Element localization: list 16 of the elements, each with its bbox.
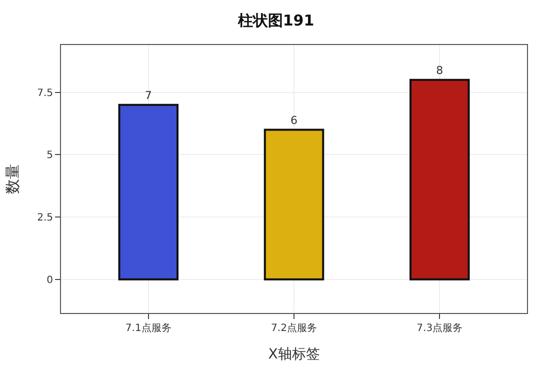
data-label: 6 [290, 114, 298, 127]
bar [118, 104, 178, 280]
x-tick-label: 7.2点服务 [271, 322, 317, 334]
bar [410, 78, 470, 280]
y-tick-label: 5 [46, 150, 53, 162]
y-axis-title: 数量 [3, 164, 22, 194]
data-label: 8 [436, 64, 444, 77]
data-label: 7 [144, 88, 152, 102]
x-tick-label: 7.3点服务 [416, 322, 463, 334]
y-tick-label: 2.5 [37, 212, 53, 224]
bar [264, 128, 324, 280]
x-tick-label: 7.1点服务 [125, 322, 172, 334]
y-tick-label: 7.5 [37, 88, 53, 99]
x-axis-title: X轴标签 [268, 346, 320, 362]
y-tick-label: 0 [46, 274, 53, 286]
chart-title: 柱状图191 [236, 11, 314, 30]
